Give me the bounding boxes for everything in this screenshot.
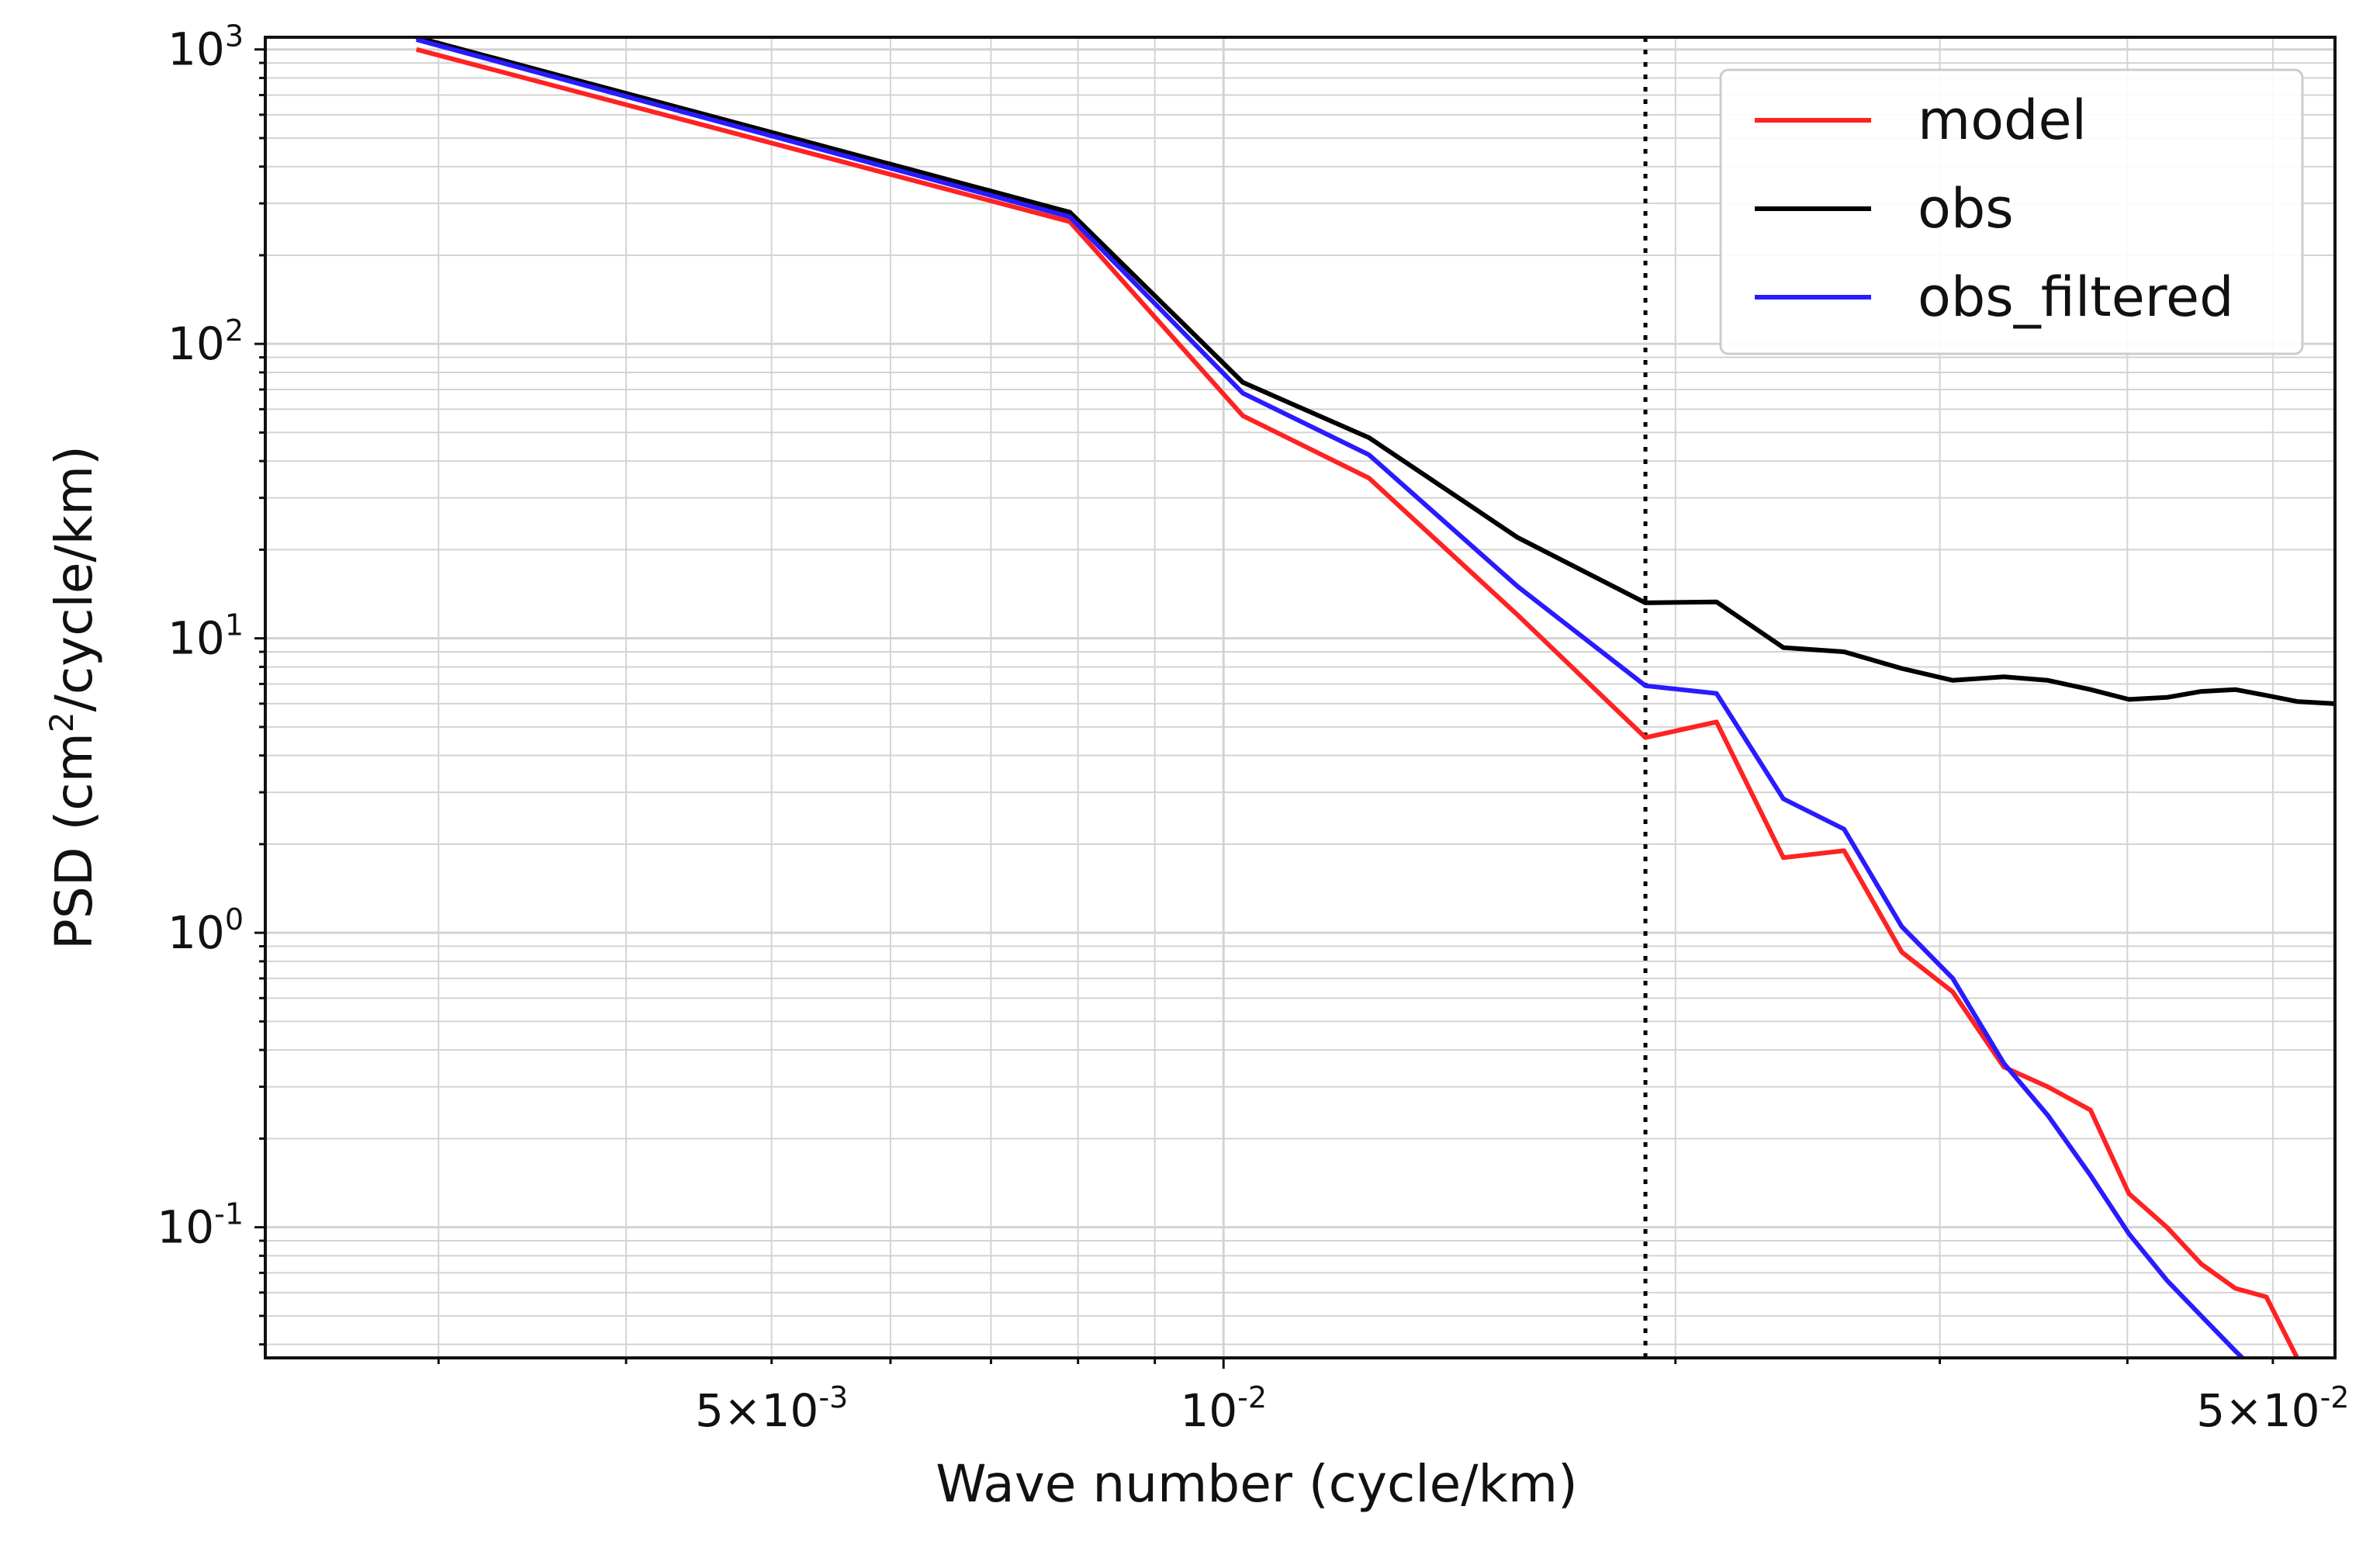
- data-point-obs-filtered: [1367, 452, 1372, 457]
- y-tick-exponent: 2: [225, 313, 244, 348]
- data-point-model: [2164, 1225, 2169, 1230]
- data-point-obs: [2233, 687, 2237, 692]
- x-tick-mantissa: 5×10: [2196, 1384, 2319, 1437]
- data-point-obs-filtered: [2126, 1231, 2131, 1236]
- data-point-obs: [2295, 699, 2299, 704]
- y-tick-label: 10-1: [157, 1197, 244, 1254]
- plot-frame: [264, 36, 2337, 1359]
- legend-label-obs: obs: [1918, 177, 2014, 241]
- data-point-obs-filtered: [1900, 924, 1904, 929]
- y-axis-title-prefix: PSD (cm: [44, 732, 104, 950]
- x-tick-exponent: -3: [818, 1380, 848, 1415]
- y-tick-base: 10: [168, 23, 225, 76]
- data-point-obs-filtered: [1240, 391, 1245, 396]
- data-point-obs-filtered: [2088, 1173, 2093, 1178]
- data-point-obs: [1900, 667, 1904, 671]
- data-point-obs-filtered: [1950, 976, 1955, 981]
- x-tick-label: 5×10-3: [695, 1380, 848, 1437]
- legend: model obs obs_filtered: [1719, 68, 2304, 355]
- data-point-obs: [2264, 693, 2268, 698]
- y-tick-label: 103: [168, 19, 244, 76]
- y-tick-exponent: 0: [225, 902, 244, 937]
- x-tick-exponent: -2: [1237, 1380, 1267, 1415]
- y-tick-label: 101: [168, 608, 244, 665]
- y-tick-label: 102: [168, 313, 244, 370]
- series-line-obs: [416, 37, 2335, 706]
- data-point-obs-filtered: [1781, 797, 1786, 802]
- data-point-obs: [2001, 674, 2006, 679]
- y-tick-base: 10: [168, 317, 225, 370]
- data-point-obs-filtered: [2199, 1314, 2204, 1318]
- data-point-model: [1367, 476, 1372, 480]
- data-point-model: [2264, 1294, 2268, 1299]
- data-point-obs-filtered: [1643, 684, 1648, 688]
- y-tick-label: 100: [168, 902, 244, 959]
- series-line-model: [416, 47, 2300, 1358]
- data-point-obs: [2046, 678, 2050, 683]
- data-point-model: [2046, 1085, 2050, 1089]
- data-point-model: [2088, 1108, 2093, 1113]
- data-point-obs-filtered: [2164, 1278, 2169, 1283]
- data-point-model: [1643, 736, 1648, 740]
- x-tick-label: 5×10-2: [2196, 1380, 2349, 1437]
- data-point-model: [1781, 855, 1786, 860]
- data-point-model: [1515, 613, 1520, 618]
- data-point-obs-filtered: [2001, 1061, 2006, 1066]
- y-axis-title-superscript: 2: [43, 712, 81, 732]
- y-axis-title: PSD (cm2/cycle/km): [43, 445, 105, 950]
- y-axis-title-suffix: /cycle/km): [44, 445, 104, 712]
- data-point-model: [1240, 414, 1245, 418]
- series-line-obs-filtered: [416, 37, 2246, 1358]
- y-tick-base: 10: [168, 906, 225, 959]
- data-point-obs: [1842, 649, 1846, 654]
- data-point-obs-filtered: [1714, 691, 1719, 696]
- x-tick-label: 10-2: [1180, 1380, 1267, 1437]
- data-point-model: [1842, 848, 1846, 853]
- x-tick-mantissa: 10: [1180, 1384, 1237, 1437]
- legend-box: [1719, 68, 2304, 355]
- data-point-obs: [1367, 435, 1372, 440]
- data-point-obs: [1643, 601, 1648, 605]
- data-point-obs: [1714, 600, 1719, 604]
- y-tick-exponent: 3: [225, 19, 244, 54]
- data-point-model: [2233, 1286, 2237, 1290]
- data-point-obs: [1240, 380, 1245, 385]
- data-point-model: [2126, 1191, 2131, 1196]
- data-point-obs: [2126, 697, 2131, 701]
- data-point-model: [1900, 950, 1904, 954]
- data-point-obs-filtered: [1067, 214, 1072, 219]
- data-point-model: [414, 47, 419, 52]
- axis-ticks: [254, 48, 2274, 1369]
- data-point-obs-filtered: [1515, 584, 1520, 589]
- data-point-obs: [1515, 535, 1520, 540]
- data-point-model: [2333, 1431, 2337, 1435]
- y-tick-exponent: -1: [214, 1197, 244, 1231]
- series-group: [414, 37, 2337, 1435]
- data-point-obs: [2199, 689, 2204, 694]
- data-point-obs-filtered: [2233, 1349, 2237, 1353]
- x-tick-exponent: -2: [2320, 1380, 2350, 1415]
- data-point-model: [1714, 719, 1719, 724]
- y-tick-exponent: 1: [225, 608, 244, 642]
- data-point-obs: [1067, 210, 1072, 214]
- x-tick-mantissa: 5×10: [695, 1384, 818, 1437]
- legend-label-obs-filtered: obs_filtered: [1918, 265, 2234, 329]
- data-point-obs-filtered: [2046, 1113, 2050, 1117]
- y-tick-base: 10: [157, 1201, 214, 1254]
- legend-label-model: model: [1918, 88, 2087, 152]
- x-axis-title: Wave number (cycle/km): [936, 1454, 1578, 1514]
- data-point-model: [2199, 1262, 2204, 1266]
- data-point-obs: [1781, 646, 1786, 650]
- data-point-obs: [2164, 695, 2169, 700]
- data-point-obs-filtered: [2264, 1379, 2268, 1383]
- data-point-obs: [1950, 678, 1955, 683]
- data-point-obs: [2088, 687, 2093, 692]
- y-tick-base: 10: [168, 612, 225, 665]
- data-point-model: [1950, 989, 1955, 994]
- data-point-obs-filtered: [1842, 827, 1846, 832]
